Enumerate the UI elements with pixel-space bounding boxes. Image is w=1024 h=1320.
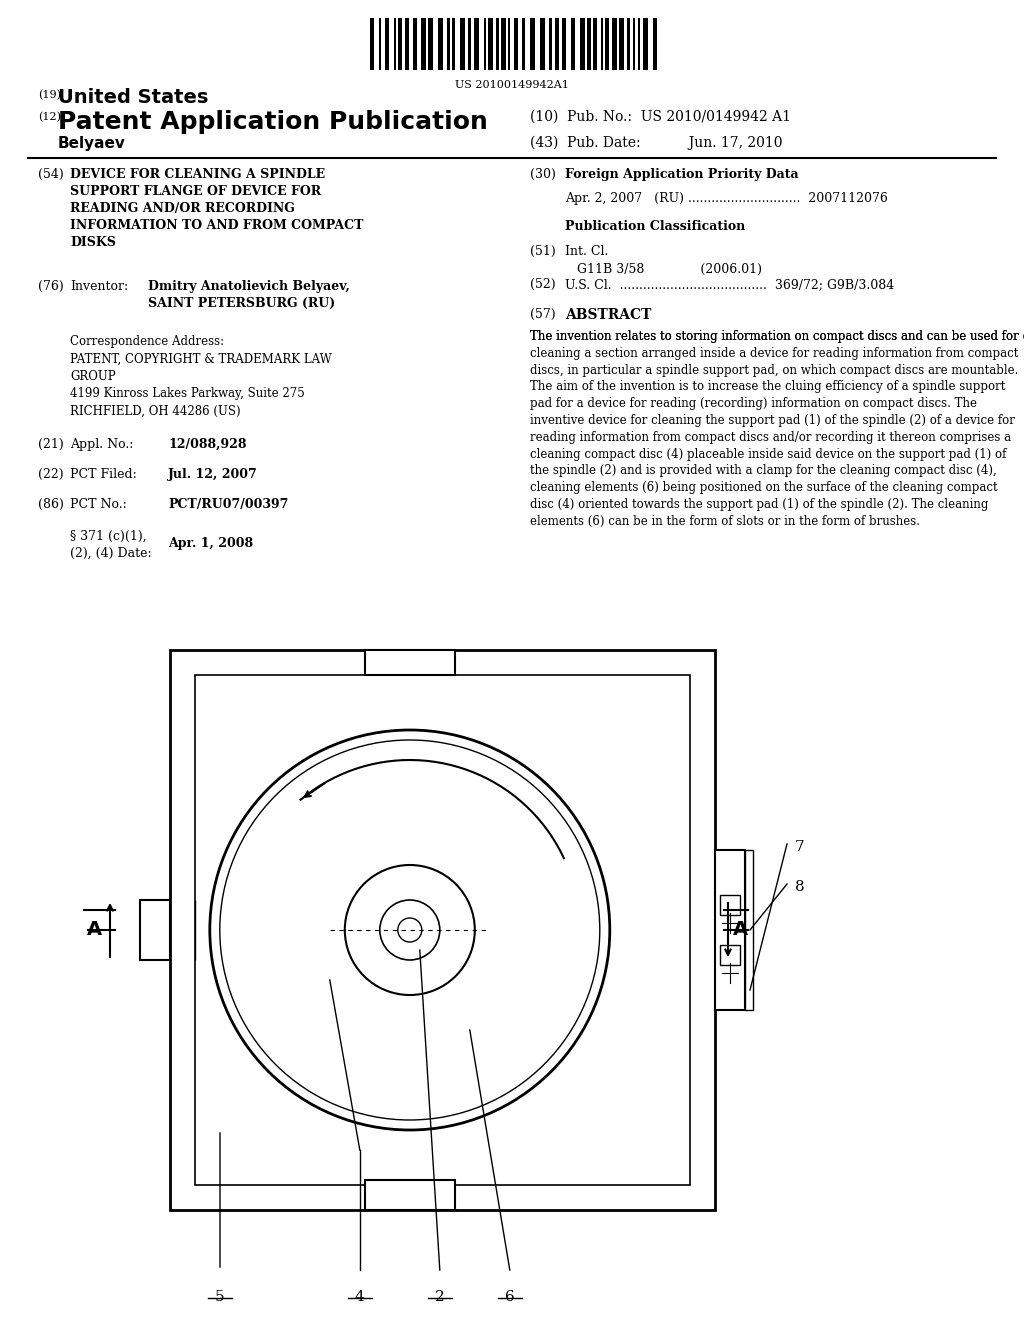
Bar [484, 18, 486, 70]
Text: Inventor:: Inventor: [70, 280, 128, 293]
Text: (43)  Pub. Date:           Jun. 17, 2010: (43) Pub. Date: Jun. 17, 2010 [530, 136, 782, 150]
Bar [413, 18, 417, 70]
Text: Int. Cl.
   G11B 3/58              (2006.01): Int. Cl. G11B 3/58 (2006.01) [565, 246, 762, 276]
Text: PCT/RU07/00397: PCT/RU07/00397 [168, 498, 289, 511]
Text: 2: 2 [435, 1290, 444, 1304]
Bar [571, 18, 575, 70]
Bar [562, 18, 566, 70]
Bar [170, 649, 715, 1210]
Bar [438, 18, 443, 70]
Bar [452, 18, 455, 70]
Bar [379, 18, 381, 70]
Text: (30): (30) [530, 168, 556, 181]
Bar [627, 18, 630, 70]
Bar [140, 900, 170, 960]
Bar [612, 18, 617, 70]
Bar [601, 18, 603, 70]
Bar [514, 18, 518, 70]
Text: (21): (21) [38, 438, 63, 451]
Bar [618, 18, 624, 70]
Bar [447, 18, 450, 70]
Text: PCT Filed:: PCT Filed: [70, 469, 137, 480]
Text: $\mathbf{A}$: $\mathbf{A}$ [731, 921, 749, 939]
Bar [385, 18, 389, 70]
Bar [508, 18, 510, 70]
Bar [496, 18, 499, 70]
Text: (52): (52) [530, 279, 556, 290]
Bar [587, 18, 591, 70]
Bar [522, 18, 525, 70]
Text: ABSTRACT: ABSTRACT [565, 308, 651, 322]
Text: Patent Application Publication: Patent Application Publication [58, 110, 487, 135]
Bar [593, 18, 597, 70]
Bar [421, 18, 426, 70]
Text: Correspondence Address:
PATENT, COPYRIGHT & TRADEMARK LAW
GROUP
4199 Kinross Lak: Correspondence Address: PATENT, COPYRIGH… [70, 335, 332, 418]
Bar [460, 18, 465, 70]
Bar [653, 18, 657, 70]
Bar [428, 18, 433, 70]
Bar [715, 850, 745, 1010]
Text: $\mathbf{A}$: $\mathbf{A}$ [86, 921, 103, 939]
Text: Apr. 2, 2007   (RU) .............................  2007112076: Apr. 2, 2007 (RU) ......................… [565, 191, 888, 205]
Bar [398, 18, 402, 70]
Bar [365, 1180, 455, 1210]
Bar [720, 895, 740, 915]
Text: (51): (51) [530, 246, 556, 257]
Bar [501, 18, 506, 70]
Text: 7: 7 [795, 840, 805, 854]
Bar [633, 18, 635, 70]
Text: PCT No.:: PCT No.: [70, 498, 127, 511]
Text: (12): (12) [38, 112, 61, 123]
Text: Belyaev: Belyaev [58, 136, 126, 150]
Text: (54): (54) [38, 168, 63, 181]
Text: (10)  Pub. No.:  US 2010/0149942 A1: (10) Pub. No.: US 2010/0149942 A1 [530, 110, 791, 124]
Bar [549, 18, 552, 70]
Bar [474, 18, 479, 70]
Text: U.S. Cl.  ......................................  369/72; G9B/3.084: U.S. Cl. ...............................… [565, 279, 894, 290]
Text: DEVICE FOR CLEANING A SPINDLE
SUPPORT FLANGE OF DEVICE FOR
READING AND/OR RECORD: DEVICE FOR CLEANING A SPINDLE SUPPORT FL… [70, 168, 364, 249]
Bar [580, 18, 585, 70]
Text: US 20100149942A1: US 20100149942A1 [455, 81, 569, 90]
Text: (19): (19) [38, 90, 61, 100]
Text: Publication Classification: Publication Classification [565, 220, 745, 234]
Bar [605, 18, 609, 70]
Bar [370, 18, 374, 70]
Bar [745, 850, 753, 1010]
Text: Foreign Application Priority Data: Foreign Application Priority Data [565, 168, 799, 181]
Bar [638, 18, 640, 70]
Bar [540, 18, 545, 70]
Text: 5: 5 [215, 1290, 225, 1304]
Bar [195, 675, 690, 1185]
Text: 12/088,928: 12/088,928 [168, 438, 247, 451]
Text: Appl. No.:: Appl. No.: [70, 438, 133, 451]
Bar [365, 649, 455, 675]
Bar [530, 18, 535, 70]
Text: (57): (57) [530, 308, 556, 321]
Text: 6: 6 [505, 1290, 515, 1304]
Text: Jul. 12, 2007: Jul. 12, 2007 [168, 469, 258, 480]
Bar [468, 18, 471, 70]
Text: (22): (22) [38, 469, 63, 480]
Text: Apr. 1, 2008: Apr. 1, 2008 [168, 537, 253, 550]
Text: 8: 8 [795, 880, 805, 894]
Bar [643, 18, 648, 70]
Text: 4: 4 [355, 1290, 365, 1304]
Text: The invention relates to storing information on compact discs and can be used fo: The invention relates to storing informa… [530, 330, 1024, 343]
Text: (86): (86) [38, 498, 63, 511]
Bar [394, 18, 396, 70]
Bar [555, 18, 559, 70]
Text: Dmitry Anatolievich Belyaev,
SAINT PETERSBURG (RU): Dmitry Anatolievich Belyaev, SAINT PETER… [148, 280, 350, 310]
Text: (76): (76) [38, 280, 63, 293]
Bar [720, 945, 740, 965]
Bar [406, 18, 409, 70]
Text: United States: United States [58, 88, 208, 107]
Text: The invention relates to storing information on compact discs and can be used fo: The invention relates to storing informa… [530, 330, 1019, 528]
Text: § 371 (c)(1),
(2), (4) Date:: § 371 (c)(1), (2), (4) Date: [70, 531, 152, 560]
Bar [488, 18, 493, 70]
